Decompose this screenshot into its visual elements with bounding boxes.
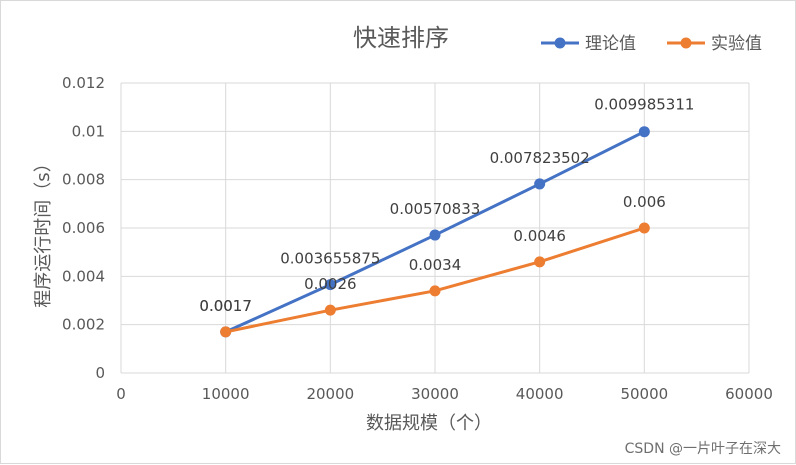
- data-label-s2-5: 0.006: [623, 193, 666, 211]
- data-point-s2-2: [324, 304, 336, 316]
- data-label-s1-2: 0.003655875: [280, 250, 380, 268]
- data-point-s2-4: [534, 256, 546, 268]
- x-tick-label: 30000: [411, 385, 459, 403]
- y-tick-label: 0.008: [62, 171, 105, 189]
- data-point-s1-4: [534, 178, 546, 190]
- y-axis-label: 程序运行时间（s）: [33, 154, 54, 307]
- data-point-s1-5: [638, 126, 650, 138]
- data-label-s1-5: 0.009985311: [594, 96, 694, 114]
- y-tick-label: 0.012: [62, 74, 105, 92]
- x-tick-label: 40000: [516, 385, 564, 403]
- y-tick-label: 0.004: [62, 267, 105, 285]
- y-tick-label: 0: [95, 364, 105, 382]
- x-axis-label: 数据规模（个）: [366, 413, 492, 434]
- data-point-s1-3: [429, 229, 441, 241]
- legend-label-1: 理论值: [585, 34, 636, 54]
- chart-title: 快速排序: [353, 24, 449, 52]
- x-tick-label: 10000: [202, 385, 250, 403]
- data-label-s2-3: 0.0034: [409, 256, 462, 274]
- y-tick-label: 0.002: [62, 316, 105, 334]
- data-label-s1-1: 0.0017: [199, 297, 252, 315]
- data-label-s2-2: 0.0026: [304, 275, 357, 293]
- data-point-s2-5: [638, 222, 650, 234]
- legend-marker-2: [680, 37, 692, 49]
- data-point-s2-3: [429, 285, 441, 297]
- x-tick-label: 0: [116, 385, 126, 403]
- data-label-s1-4: 0.007823502: [490, 149, 590, 167]
- data-point-s1-2: [324, 279, 336, 291]
- legend-label-2: 实验值: [711, 34, 762, 54]
- x-tick-label: 20000: [306, 385, 354, 403]
- x-tick-label: 60000: [725, 385, 773, 403]
- y-tick-label: 0.006: [62, 219, 105, 237]
- watermark-text: CSDN @一片叶子在深大: [625, 441, 781, 457]
- legend-marker-1: [554, 37, 566, 49]
- x-tick-label: 50000: [620, 385, 668, 403]
- data-label-s2-4: 0.0046: [513, 227, 566, 245]
- y-tick-label: 0.01: [72, 122, 105, 140]
- data-label-s1-3: 0.00570833: [390, 200, 481, 218]
- data-label-s2-1: 0.0017: [199, 297, 252, 315]
- data-point-s2-1: [220, 326, 232, 338]
